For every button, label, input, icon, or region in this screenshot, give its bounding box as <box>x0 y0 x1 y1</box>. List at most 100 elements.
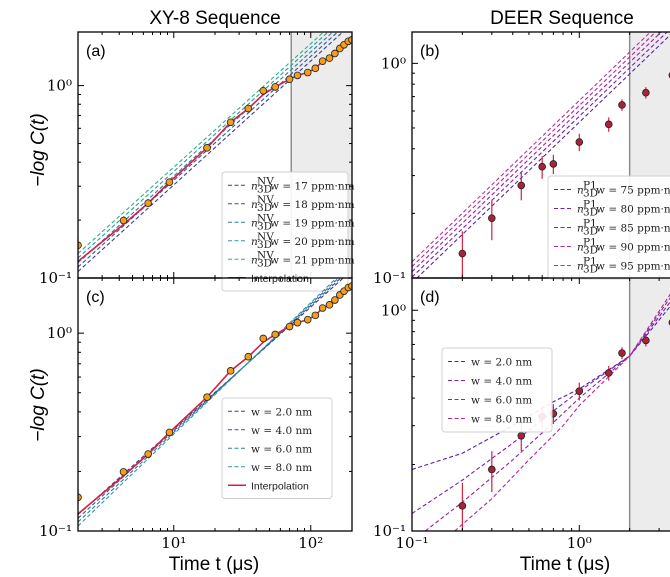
series-line-1 <box>412 305 670 470</box>
series-line-3 <box>78 278 340 523</box>
panel-label: (d) <box>420 289 440 306</box>
data-point <box>318 304 327 312</box>
data-point <box>549 160 558 168</box>
legend-label: w = 20 ppm·nm <box>270 236 355 248</box>
legend-superscript: NV <box>257 175 274 187</box>
series-line-5 <box>78 32 325 254</box>
legend: w = 2.0 nm w = 4.0 nm w = 6.0 nm w = 8.0 nm <box>441 347 553 433</box>
y-tick-label: 10⁻¹ <box>373 269 406 287</box>
data-point <box>325 54 334 62</box>
data-point <box>538 162 546 171</box>
data-point <box>293 71 302 80</box>
legend-label: w = 80 ppm·nm <box>596 204 670 216</box>
y-tick-label: 10⁻¹ <box>373 522 406 540</box>
legend-label: w = 90 ppm·nm <box>596 242 670 254</box>
data-point <box>331 296 339 304</box>
data-point <box>259 334 268 343</box>
data-point <box>144 450 152 458</box>
legend-symbol: n <box>577 242 584 254</box>
legend-superscript: NV <box>257 194 274 206</box>
ylabel-bottom: −log C(t) <box>28 368 49 441</box>
legend-label: w = 75 ppm·nm <box>596 185 670 197</box>
panel-label: (b) <box>420 43 440 60</box>
legend-label: w = 6.0 nm <box>251 443 312 455</box>
data-point <box>318 57 327 65</box>
xlabel-right: Time t (μs) <box>520 554 610 575</box>
data-point <box>575 387 584 395</box>
data-point <box>119 216 128 225</box>
series-line-4 <box>454 293 670 531</box>
series-line-4 <box>78 278 338 527</box>
x-tick-label: 10¹ <box>161 534 186 552</box>
data-point <box>604 369 613 377</box>
data-point <box>203 393 211 401</box>
ylabel-top: −log C(t) <box>28 113 49 186</box>
data-point <box>244 104 253 113</box>
legend-superscript: P1 <box>583 237 597 249</box>
data-point <box>119 468 128 476</box>
data-point <box>331 49 339 58</box>
legend-subscript: 3D <box>583 207 598 219</box>
legend-label: w = 85 ppm·nm <box>596 223 670 235</box>
series-line-2 <box>78 32 339 268</box>
data-point <box>458 249 467 258</box>
data-point <box>303 315 312 324</box>
series-line-5 <box>412 32 652 263</box>
legend-label: w = 21 ppm·nm <box>270 254 355 266</box>
legend-label: w = 19 ppm·nm <box>270 217 355 229</box>
legend-superscript: P1 <box>583 199 597 211</box>
series-line-2 <box>412 32 668 278</box>
legend-subscript: 3D <box>583 264 598 276</box>
data-point <box>165 428 174 437</box>
data-point <box>226 118 235 127</box>
legend-subscript: 3D <box>583 226 598 238</box>
legend-symbol: n <box>251 180 258 192</box>
legend-symbol: n <box>577 223 584 235</box>
data-point <box>488 214 496 222</box>
legend-symbol: n <box>251 254 258 266</box>
legend-symbol: n <box>251 199 258 211</box>
data-point <box>618 101 626 109</box>
data-point <box>78 241 82 250</box>
data-point <box>244 352 253 361</box>
legend-label: Interpolation <box>251 480 309 492</box>
data-point <box>604 120 613 129</box>
data-point <box>311 64 320 73</box>
data-point <box>642 336 650 345</box>
legend-label: w = 17 ppm·nm <box>270 180 355 192</box>
data-point <box>488 465 496 474</box>
legend-symbol: n <box>251 217 258 229</box>
series-line-1 <box>78 32 344 272</box>
legend-label: w = 4.0 nm <box>471 376 532 388</box>
legend-label: w = 8.0 nm <box>471 414 532 426</box>
y-tick-label: 10⁰ <box>47 324 72 342</box>
data-point <box>348 36 352 44</box>
legend-subscript: 3D <box>583 245 598 257</box>
data-point <box>271 83 279 91</box>
legend-superscript: P1 <box>583 218 597 230</box>
legend: w = 2.0 nm w = 4.0 nm w = 6.0 nm w = 8.0 nm… <box>221 397 333 499</box>
legend-symbol: n <box>577 185 584 197</box>
legend-superscript: NV <box>257 212 274 224</box>
data-point <box>458 502 467 510</box>
data-point <box>78 493 82 502</box>
data-point <box>517 181 526 190</box>
legend-superscript: P1 <box>583 256 597 268</box>
y-tick-label: 10⁰ <box>47 77 72 95</box>
title-deer: DEER Sequence <box>490 8 634 29</box>
data-point <box>259 86 268 95</box>
data-point <box>165 178 174 186</box>
data-point <box>303 68 312 77</box>
legend-label: w = 18 ppm·nm <box>270 199 355 211</box>
data-point <box>226 367 235 375</box>
panel-label: (c) <box>86 289 105 306</box>
legend-subscript: 3D <box>257 257 272 269</box>
legend-subscript: 3D <box>257 183 272 195</box>
legend-symbol: n <box>577 261 584 273</box>
data-point <box>203 144 211 152</box>
